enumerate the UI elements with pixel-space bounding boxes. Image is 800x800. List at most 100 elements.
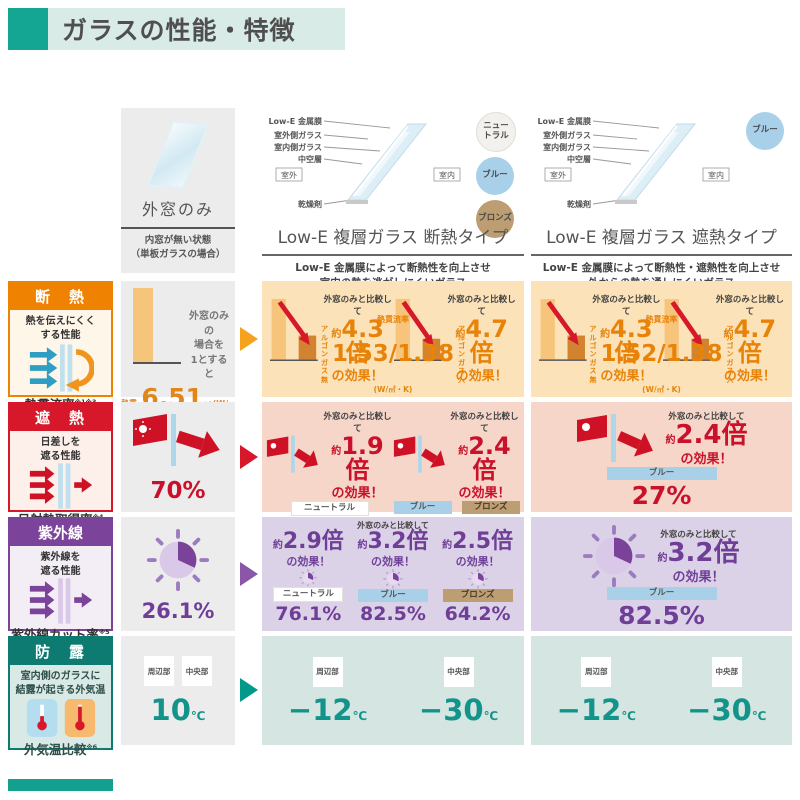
uv-sun-pie-icon	[467, 569, 488, 589]
cell-shading-lowE-sha: 外窓のみと比較して 約2.4倍 の効果！ ブルー 27%	[531, 402, 792, 512]
solar-gain-value: 27%	[631, 481, 692, 511]
effect-label: の効果！	[331, 369, 384, 384]
outer-window-note: 内窓が無い状態 （単板ガラスの場合）	[130, 235, 226, 261]
row-title-condensation: 防 露	[10, 638, 111, 665]
factor-value: 約2.9倍	[272, 529, 344, 554]
cell-condensation-lowE-dan: 周辺部 −12℃ 中央部 −30℃	[262, 636, 524, 745]
sidebar-condensation: 防 露 室内側のガラスに 結露が起きる外気温 外気温比較※6	[8, 636, 113, 757]
svg-text:室外側ガラス: 室外側ガラス	[274, 130, 322, 140]
svg-text:室外側ガラス: 室外側ガラス	[543, 130, 591, 140]
position-badge-center: 中央部	[711, 656, 742, 687]
compare-label: 外窓のみと比較して	[668, 412, 745, 422]
footer-accent-bar	[8, 779, 113, 791]
uv-cut-value: 64.2%	[444, 603, 511, 625]
divider	[121, 227, 235, 229]
sunlight-through-glass-icon	[133, 414, 220, 466]
variant-badge: ブルー	[393, 501, 452, 515]
compare-label: 外窓のみと比較して	[660, 529, 737, 540]
uv-sun-pie-icon	[147, 529, 209, 591]
outer-window-title: 外窓のみ	[141, 200, 214, 219]
effect-label: の効果！	[723, 369, 776, 384]
position-badge-edge: 周辺部	[312, 656, 343, 687]
double-glazing-diagram: Low-E 金属膜 室外側ガラス 室内側ガラス 中空層 乾燥剤 室外 室内	[268, 116, 461, 209]
cell-condensation-lowE-sha: 周辺部 −12℃ 中央部 −30℃	[531, 636, 792, 745]
cell-insulation-lowE-dan: 外窓のみと比較して 約4.3倍 の効果！ 外窓のみと比較して 約4.7倍 の効果…	[262, 281, 524, 397]
svg-text:室内側ガラス: 室内側ガラス	[274, 142, 322, 152]
compare-label: 外窓のみと比較して	[323, 295, 392, 317]
column-header-shielding-type: Low-E 金属膜 室外側ガラス 室内側ガラス 中空層 乾燥剤 室外 室内	[531, 108, 792, 289]
variant-badge: ブルー	[606, 467, 717, 481]
swatch-bronze: ブロンズ	[476, 200, 514, 238]
compare-label: 外窓のみと比較して	[357, 521, 429, 530]
cell-uv-lowE-sha: 外窓のみと比較して 約3.2倍 の効果！ ブルー 82.5%	[531, 517, 792, 631]
uv-block-icon	[29, 578, 92, 624]
svg-text:乾燥剤: 乾燥剤	[567, 199, 591, 209]
variant-badge: ブロンズ	[461, 501, 520, 515]
thermometer-icons	[26, 699, 95, 737]
sunlight-block-graphic	[577, 413, 654, 462]
condensation-temp: −30℃	[687, 692, 767, 727]
condensation-temp: −12℃	[556, 692, 636, 727]
factor-value: 約2.4倍	[665, 420, 748, 450]
condensation-temp: −30℃	[418, 692, 499, 727]
factor-value: 約3.2倍	[657, 537, 740, 568]
svg-text:Low-E 金属膜: Low-E 金属膜	[537, 116, 591, 126]
condensation-metric-label: 外気温比較※6	[23, 742, 98, 757]
factor-value: 約4.3倍	[331, 315, 384, 367]
effect-label: の効果！	[370, 555, 415, 568]
divider	[262, 254, 524, 256]
condensation-performance-note: 室内側のガラスに 結露が起きる外気温	[15, 671, 106, 696]
arrow-right-uv	[240, 562, 258, 586]
cell-uv-lowE-dan: 約2.9倍 の効果！ ニュートラル 76.1% 外窓のみと比較して	[262, 517, 524, 631]
bar-comparison-graphic	[394, 298, 442, 362]
arrow-right-condensation	[240, 678, 258, 702]
shielding-type-title: Low-E 複層ガラス 遮熱タイプ	[546, 228, 777, 248]
row-title-insulation: 断 熱	[10, 283, 111, 310]
compare-label: 外窓のみと比較して	[592, 295, 661, 317]
effect-label: の効果！	[455, 555, 500, 568]
compare-label: 外窓のみと比較して	[323, 412, 392, 434]
svg-text:中空層: 中空層	[567, 154, 591, 164]
condensation-temp: −12℃	[287, 692, 368, 727]
page-header: ガラスの性能・特徴	[48, 8, 345, 50]
u-value-sha: 熱貫流率 アルゴン ガス無 1.52/1.38 アルゴン ガス入 (W/㎡・K)	[589, 315, 734, 394]
baseline-bar-graphic	[133, 288, 181, 383]
insulation-type-title: Low-E 複層ガラス 断熱タイプ	[277, 228, 509, 248]
uv-sun-pie-icon	[299, 569, 318, 587]
header-accent-square	[8, 8, 48, 50]
single-pane-glass-illustration	[146, 120, 210, 190]
position-badge-center: 中央部	[443, 656, 474, 687]
swatch-blue: ブルー	[746, 112, 784, 150]
u-value-dan: 熱貫流率 アルゴン ガス無 1.53/1.38 アルゴン ガス入 (W/㎡・K)	[321, 315, 465, 394]
bar-comparison-graphic	[662, 299, 711, 361]
uv-cut-value: 82.5%	[360, 603, 426, 625]
uv-cut-outer-value: 26.1%	[141, 599, 215, 623]
uv-performance-note: 紫外線を 遮る性能	[40, 552, 81, 577]
bar-comparison-graphic	[539, 299, 587, 361]
cell-condensation-outer: 周辺部 中央部 10℃	[121, 636, 235, 745]
variant-badge: ブルー	[606, 587, 717, 601]
shading-performance-note: 日差しを 遮る性能	[40, 437, 81, 462]
svg-text:Low-E 金属膜: Low-E 金属膜	[268, 116, 322, 126]
uv-sun-pie-icon	[583, 525, 646, 587]
cell-insulation-lowE-sha: 外窓のみと比較して 約4.3倍 の効果！ 外窓のみと比較して 約4.7倍 の効果…	[531, 281, 792, 397]
column-header-insulation-type: Low-E 金属膜 室外側ガラス 室内側ガラス 中空層 乾燥剤 室外 室内	[262, 108, 524, 289]
compare-label: 外窓のみと比較して	[447, 295, 516, 317]
variant-badge: ニュートラル	[273, 586, 344, 602]
effect-label: の効果！	[458, 486, 511, 501]
variant-badge: ブロンズ	[442, 588, 513, 602]
variant-badge: ニュートラル	[290, 501, 369, 517]
position-badge-edge: 周辺部	[144, 656, 174, 686]
factor-value: 約4.7倍	[455, 315, 508, 367]
effect-label: の効果！	[331, 486, 384, 501]
insulation-performance-note: 熱を伝えにくく する性能	[25, 316, 96, 341]
cell-shading-lowE-dan: 外窓のみと比較して 約1.9倍 の効果！ ニュートラル 43%	[262, 402, 524, 541]
uv-sun-pie-icon	[383, 569, 403, 589]
compare-label: 外窓のみと比較して	[715, 295, 784, 317]
effect-label: の効果！	[672, 569, 725, 585]
arrow-right-insulation	[240, 327, 258, 351]
svg-text:室内側ガラス: 室内側ガラス	[543, 142, 591, 152]
uv-cut-value: 82.5%	[618, 601, 705, 631]
baseline-note: 外窓のみの 場合を 1とすると	[189, 311, 229, 380]
